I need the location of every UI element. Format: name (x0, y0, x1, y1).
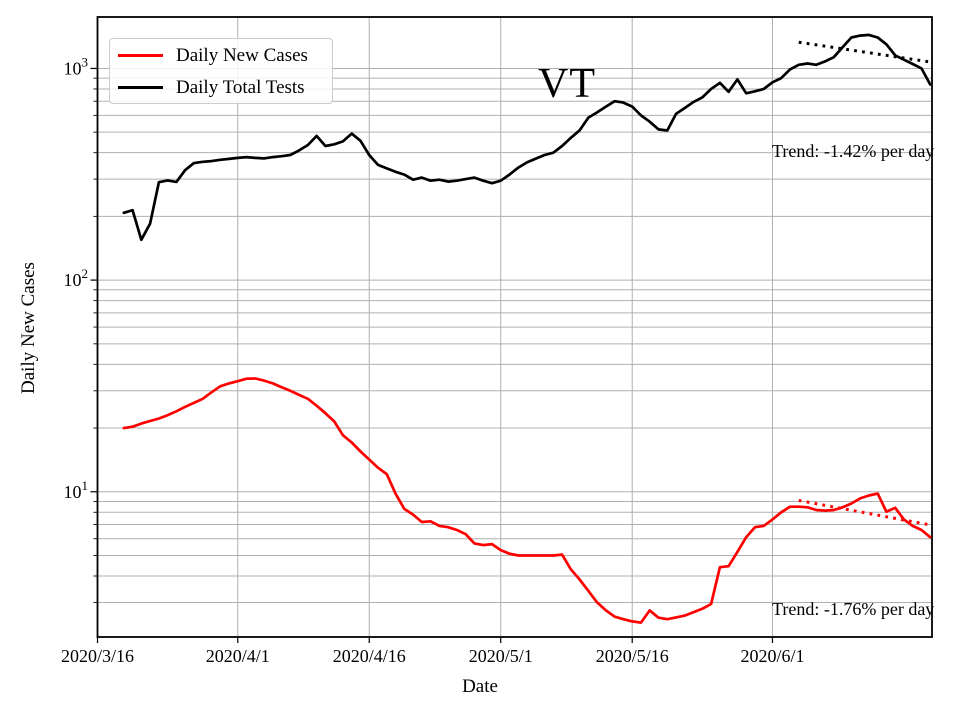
x-tick-label: 2020/5/1 (469, 646, 533, 666)
legend-entry-new-cases: Daily New Cases (110, 40, 332, 70)
x-tick-label: 2020/3/16 (61, 646, 134, 666)
plot-border (96, 16, 933, 638)
trend-annotation-new-cases: Trend: -1.76% per day (772, 599, 935, 619)
legend-line-sample-red (118, 53, 163, 57)
legend-entry-total-tests: Daily Total Tests (110, 72, 332, 102)
legend-line-sample-black (118, 85, 163, 89)
y-tick-label: 103 (64, 54, 89, 78)
legend-label: Daily New Cases (176, 44, 308, 66)
x-tick-label: 2020/4/16 (333, 646, 406, 666)
plot-title: VT (538, 61, 596, 107)
x-axis-label: Date (462, 676, 498, 697)
series-line-daily-total-tests (122, 33, 932, 242)
trend-line-daily-new-cases (798, 498, 933, 527)
legend-label: Daily Total Tests (176, 76, 305, 98)
x-tick-label: 2020/6/1 (740, 646, 804, 666)
y-axis-label: Daily New Cases (18, 262, 39, 394)
legend: Daily New Cases Daily Total Tests (109, 38, 333, 104)
trend-annotation-total-tests: Trend: -1.42% per day (772, 141, 935, 161)
x-tick-label: 2020/5/16 (596, 646, 669, 666)
x-tick-label: 2020/4/1 (206, 646, 270, 666)
series-line-daily-new-cases (122, 377, 932, 624)
y-tick-label: 102 (64, 266, 89, 290)
trend-line-daily-total-tests (798, 40, 933, 64)
y-tick-label: 101 (64, 478, 89, 502)
